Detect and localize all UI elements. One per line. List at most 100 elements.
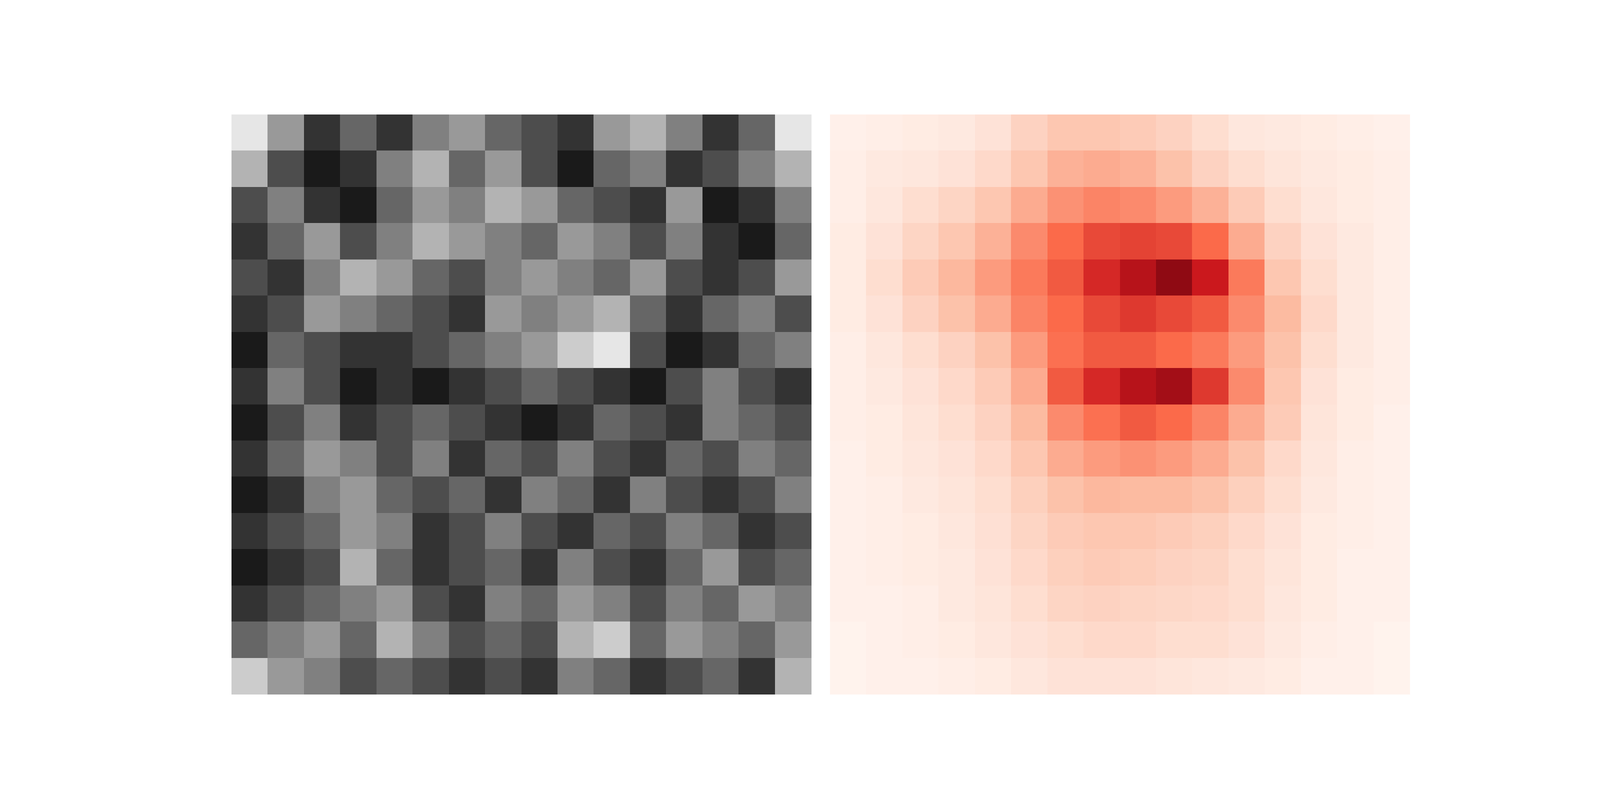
heatmap-cell — [775, 658, 812, 695]
heatmap-cell — [866, 549, 903, 586]
heatmap-cell — [738, 259, 775, 296]
heatmap-cell — [1373, 404, 1410, 441]
heatmap-cell — [557, 223, 594, 260]
heatmap-cell — [1047, 187, 1084, 224]
heatmap-cell — [738, 368, 775, 405]
heatmap-cell — [1047, 368, 1084, 405]
heatmap-cell — [775, 404, 812, 441]
heatmap-cell — [1228, 150, 1265, 187]
heatmap-cell — [1011, 621, 1048, 658]
heatmap-cell — [1228, 368, 1265, 405]
heatmap-cell — [557, 440, 594, 477]
heatmap-cell — [304, 150, 341, 187]
heatmap-cell — [1083, 404, 1120, 441]
heatmap-cell — [1301, 187, 1338, 224]
heatmap-cell — [521, 114, 558, 151]
heatmap-cell — [738, 585, 775, 622]
heatmap-cell — [1083, 187, 1120, 224]
heatmap-cell — [593, 223, 630, 260]
heatmap-cell — [1156, 223, 1193, 260]
heatmap-cell — [593, 295, 630, 332]
heatmap-cell — [1083, 368, 1120, 405]
heatmap-cell — [376, 585, 413, 622]
heatmap-cell — [593, 187, 630, 224]
heatmap-cell — [1120, 187, 1157, 224]
heatmap-cell — [1264, 259, 1301, 296]
heatmap-cell — [557, 332, 594, 369]
heatmap-cell — [231, 549, 268, 586]
heatmap-cell — [830, 513, 867, 550]
heatmap-cell — [975, 658, 1012, 695]
heatmap-cell — [938, 150, 975, 187]
heatmap-cell — [1192, 658, 1229, 695]
heatmap-cell — [1192, 114, 1229, 151]
heatmap-cell — [666, 585, 703, 622]
heatmap-cell — [376, 513, 413, 550]
heatmap-cell — [830, 440, 867, 477]
heatmap-cell — [1228, 658, 1265, 695]
heatmap-cell — [702, 259, 739, 296]
heatmap-cell — [267, 223, 304, 260]
heatmap-cell — [938, 621, 975, 658]
heatmap-cell — [593, 549, 630, 586]
heatmap-cell — [449, 223, 486, 260]
heatmap-cell — [1011, 259, 1048, 296]
heatmap-cell — [231, 187, 268, 224]
heatmap-cell — [1011, 585, 1048, 622]
heatmap-cell — [830, 368, 867, 405]
heatmap-cell — [521, 187, 558, 224]
heatmap-cell — [412, 476, 449, 513]
heatmap-cell — [702, 332, 739, 369]
heatmap-cell — [593, 585, 630, 622]
heatmap-cell — [1083, 440, 1120, 477]
heatmap-cell — [1228, 223, 1265, 260]
heatmap-cell — [702, 658, 739, 695]
heatmap-cell — [975, 440, 1012, 477]
heatmap-cell — [738, 513, 775, 550]
figure-svg — [0, 0, 1600, 800]
heatmap-cell — [521, 621, 558, 658]
heatmap-cell — [738, 187, 775, 224]
heatmap-cell — [975, 404, 1012, 441]
heatmap-cell — [1156, 114, 1193, 151]
heatmap-cell — [938, 404, 975, 441]
heatmap-cell — [1337, 658, 1374, 695]
heatmap-cell — [1120, 150, 1157, 187]
heatmap-cell — [866, 332, 903, 369]
heatmap-cell — [1337, 223, 1374, 260]
heatmap-cell — [485, 150, 522, 187]
heatmap-cell — [340, 621, 377, 658]
heatmap-cell — [1156, 513, 1193, 550]
heatmap-cell — [1083, 114, 1120, 151]
heatmap-cell — [412, 295, 449, 332]
heatmap-cell — [449, 476, 486, 513]
heatmap-cell — [1192, 585, 1229, 622]
heatmap-cell — [304, 223, 341, 260]
heatmap-cell — [830, 621, 867, 658]
heatmap-cell — [738, 549, 775, 586]
heatmap-cell — [231, 476, 268, 513]
heatmap-cell — [1301, 150, 1338, 187]
heatmap-cell — [267, 332, 304, 369]
heatmap-cell — [231, 440, 268, 477]
heatmap-cell — [521, 259, 558, 296]
heatmap-cell — [775, 440, 812, 477]
heatmap-cell — [1011, 549, 1048, 586]
heatmap-cell — [1083, 585, 1120, 622]
heatmap-cell — [1192, 404, 1229, 441]
heatmap-cell — [1011, 114, 1048, 151]
heatmap-cell — [557, 585, 594, 622]
heatmap-cell — [1192, 549, 1229, 586]
heatmap-cell — [267, 259, 304, 296]
heatmap-cell — [1047, 295, 1084, 332]
heatmap-cell — [1156, 368, 1193, 405]
heatmap-cell — [1047, 223, 1084, 260]
heatmap-cell — [521, 585, 558, 622]
heatmap-cell — [1156, 658, 1193, 695]
heatmap-cell — [1156, 621, 1193, 658]
heatmap-cell — [1047, 658, 1084, 695]
heatmap-cell — [1228, 295, 1265, 332]
heatmap-cell — [666, 295, 703, 332]
heatmap-cell — [485, 223, 522, 260]
heatmap-cell — [866, 223, 903, 260]
